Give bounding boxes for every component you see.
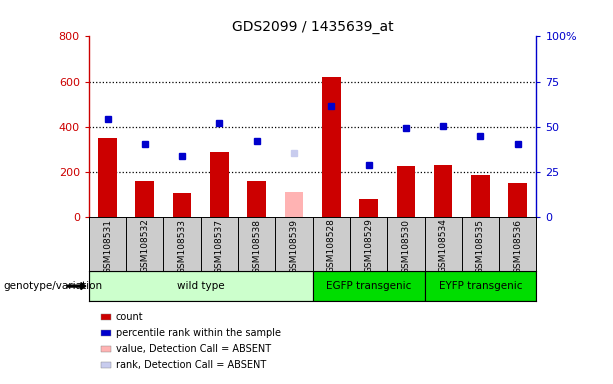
Text: EYFP transgenic: EYFP transgenic [439, 281, 522, 291]
Bar [434, 165, 452, 217]
Text: GSM108528: GSM108528 [327, 218, 336, 273]
Bar [135, 181, 154, 217]
Bar [89, 271, 313, 301]
Bar [322, 77, 341, 217]
Text: value, Detection Call = ABSENT: value, Detection Call = ABSENT [116, 344, 271, 354]
Bar [284, 192, 303, 217]
Bar [210, 152, 229, 217]
Text: EGFP transgenic: EGFP transgenic [326, 281, 411, 291]
Bar [397, 166, 415, 217]
Text: count: count [116, 312, 143, 322]
Text: wild type: wild type [177, 281, 224, 291]
Text: GSM108538: GSM108538 [252, 218, 261, 273]
Bar [508, 183, 527, 217]
Text: percentile rank within the sample: percentile rank within the sample [116, 328, 281, 338]
Text: rank, Detection Call = ABSENT: rank, Detection Call = ABSENT [116, 360, 266, 370]
Text: GSM108537: GSM108537 [215, 218, 224, 273]
Text: GSM108535: GSM108535 [476, 218, 485, 273]
Bar [313, 271, 424, 301]
Text: GSM108532: GSM108532 [140, 218, 150, 273]
Bar [98, 138, 117, 217]
Text: GSM108530: GSM108530 [402, 218, 410, 273]
Bar [471, 175, 490, 217]
Text: genotype/variation: genotype/variation [3, 281, 102, 291]
Bar [248, 181, 266, 217]
Bar [359, 199, 378, 217]
Text: GSM108529: GSM108529 [364, 218, 373, 273]
Text: GSM108534: GSM108534 [439, 218, 447, 273]
Text: GSM108536: GSM108536 [513, 218, 522, 273]
Text: GSM108533: GSM108533 [178, 218, 186, 273]
Bar [424, 271, 536, 301]
Title: GDS2099 / 1435639_at: GDS2099 / 1435639_at [232, 20, 394, 34]
Bar [173, 193, 191, 217]
Text: GSM108539: GSM108539 [289, 218, 299, 273]
Text: GSM108531: GSM108531 [103, 218, 112, 273]
